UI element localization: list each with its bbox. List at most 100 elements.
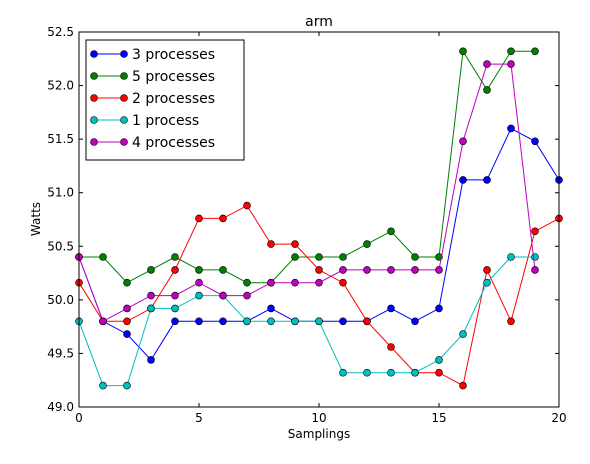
- legend-marker: [120, 116, 128, 124]
- legend-marker: [120, 94, 128, 102]
- data-point: [363, 317, 371, 326]
- data-point: [123, 381, 131, 390]
- data-point: [435, 368, 443, 377]
- legend-marker: [90, 116, 98, 124]
- data-point: [267, 304, 275, 313]
- data-point: [195, 278, 203, 287]
- data-point: [387, 368, 395, 377]
- data-point: [435, 266, 443, 274]
- chart-title: arm: [305, 14, 333, 30]
- data-point: [363, 240, 371, 248]
- legend-entry: 5 processes: [90, 69, 215, 85]
- data-point: [171, 291, 179, 300]
- data-point: [123, 330, 131, 338]
- data-point: [123, 278, 131, 287]
- data-point: [171, 317, 179, 326]
- legend-marker: [120, 72, 128, 80]
- data-point: [219, 266, 227, 274]
- data-point: [387, 266, 395, 274]
- data-point: [243, 317, 251, 326]
- data-point: [147, 356, 155, 364]
- legend-label: 1 process: [132, 113, 199, 129]
- data-point: [411, 368, 419, 377]
- legend-marker: [120, 50, 128, 58]
- legend: 3 processes 5 processes 2 processes 1 proce…: [85, 39, 245, 161]
- data-point: [531, 253, 539, 261]
- legend-marker: [90, 72, 98, 80]
- data-point: [435, 304, 443, 313]
- data-point: [195, 266, 203, 274]
- legend-label: 4 processes: [132, 135, 215, 151]
- y-tick-label: 51.0: [47, 186, 74, 200]
- data-point: [123, 317, 131, 326]
- data-point: [243, 278, 251, 287]
- data-point: [363, 266, 371, 274]
- data-point: [195, 291, 203, 300]
- legend-marker: [120, 138, 128, 146]
- data-point: [507, 317, 515, 326]
- data-point: [147, 291, 155, 300]
- data-point: [459, 330, 467, 338]
- legend-entry: 2 processes: [90, 91, 215, 107]
- data-point: [483, 60, 491, 68]
- data-point: [507, 124, 515, 133]
- x-tick-label: 5: [195, 411, 203, 425]
- series-line: [78, 127, 560, 361]
- legend-marker: [90, 94, 98, 102]
- legend-marker: [90, 138, 98, 146]
- data-point: [387, 227, 395, 236]
- data-point: [531, 227, 539, 236]
- data-point: [99, 381, 107, 390]
- data-point: [459, 137, 467, 146]
- data-point: [411, 266, 419, 274]
- y-tick-label: 50.0: [47, 293, 74, 307]
- x-tick-label: 10: [311, 411, 326, 425]
- data-point: [147, 304, 155, 313]
- data-point: [219, 214, 227, 223]
- data-point: [315, 266, 323, 274]
- data-point: [147, 266, 155, 274]
- data-point: [171, 304, 179, 313]
- y-tick-label: 49.0: [47, 400, 74, 414]
- y-tick-label: 50.5: [47, 239, 74, 253]
- data-point: [531, 137, 539, 146]
- data-point: [483, 266, 491, 274]
- data-point: [411, 253, 419, 261]
- data-point: [459, 176, 467, 184]
- plot-area: [75, 47, 563, 390]
- data-point: [99, 253, 107, 261]
- data-point: [315, 253, 323, 261]
- legend-entry: 4 processes: [90, 135, 215, 151]
- y-tick-label: 52.0: [47, 79, 74, 93]
- data-point: [267, 317, 275, 326]
- axes: 0 5 10 15 20 49.0 49.5 50.0 50.5 51.0 51.5 52.0 52.5: [47, 25, 566, 425]
- data-point: [315, 278, 323, 287]
- data-point: [243, 201, 251, 210]
- legend-marker: [90, 50, 98, 58]
- data-point: [507, 47, 515, 56]
- data-point: [411, 317, 419, 326]
- data-point: [531, 47, 539, 56]
- data-point: [507, 253, 515, 261]
- series-4: [75, 253, 539, 390]
- data-point: [459, 381, 467, 390]
- data-point: [171, 253, 179, 261]
- legend-label: 2 processes: [132, 91, 215, 107]
- data-point: [291, 317, 299, 326]
- data-point: [435, 356, 443, 364]
- data-point: [507, 60, 515, 68]
- series-line: [78, 63, 536, 323]
- data-point: [267, 278, 275, 287]
- legend-box: [85, 39, 245, 161]
- data-point: [291, 240, 299, 248]
- y-tick-label: 51.5: [47, 132, 74, 146]
- series-line: [78, 256, 535, 387]
- data-point: [171, 266, 179, 274]
- data-point: [99, 317, 107, 326]
- data-point: [387, 304, 395, 313]
- data-point: [339, 278, 347, 287]
- data-point: [459, 47, 467, 56]
- data-point: [387, 343, 395, 351]
- y-axis-label: Watts: [29, 202, 43, 236]
